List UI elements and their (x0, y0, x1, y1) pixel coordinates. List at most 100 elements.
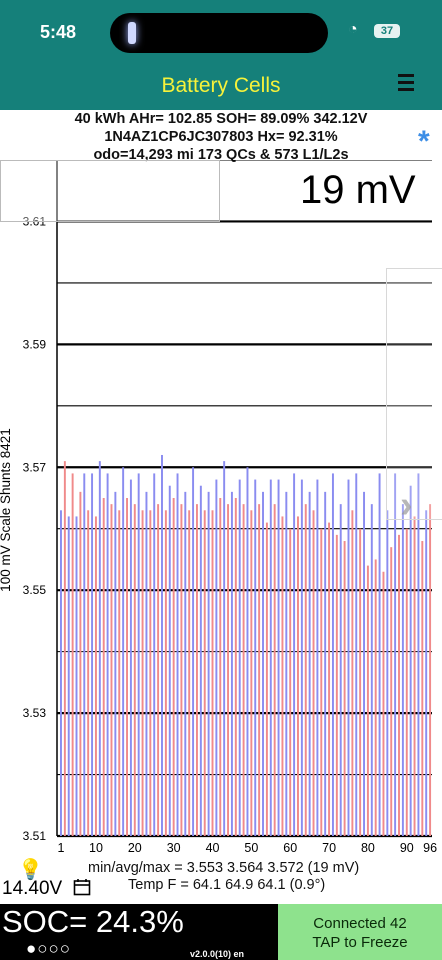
chevron-right-icon[interactable]: › (400, 484, 413, 526)
cell-bar (328, 522, 331, 836)
cell-bar (374, 559, 377, 836)
cell-bar (207, 491, 210, 836)
cell-bar (285, 491, 288, 836)
cell-bar (405, 528, 408, 836)
cell-bar (153, 473, 156, 836)
mv-spread-label: 19 mV (300, 168, 416, 212)
battery-info: 40 kWh AHr= 102.85 SOH= 89.09% 342.12V 1… (0, 110, 442, 164)
y-tick-label: 3.59 (23, 337, 47, 351)
cell-bar (363, 491, 366, 836)
cell-bar (223, 461, 226, 836)
cell-bar (254, 479, 257, 836)
cell-stats: min/avg/max = 3.553 3.564 3.572 (19 mV) … (88, 860, 359, 894)
cell-bar (339, 504, 342, 836)
page-dots[interactable]: ●○○○ (26, 939, 72, 958)
cell-bar (250, 510, 253, 836)
cell-bar (219, 498, 222, 836)
cell-bar (79, 491, 82, 836)
side-panel[interactable] (386, 268, 442, 520)
cell-bar (195, 504, 198, 836)
y-tick-label: 3.53 (23, 706, 47, 720)
cell-bar (308, 491, 311, 836)
cell-bar (60, 510, 62, 836)
x-tick-label: 40 (206, 841, 220, 855)
y-tick-label: 3.57 (23, 460, 47, 474)
x-tick-label: 80 (361, 841, 375, 855)
freeze-label: TAP to Freeze (312, 934, 408, 951)
cell-bar (262, 491, 264, 836)
soc-bar (0, 904, 278, 960)
cell-bar (230, 491, 233, 836)
info-line-3: odo=14,293 mi 173 QCs & 573 L1/L2s (93, 147, 349, 163)
cell-bar (94, 516, 97, 836)
info-line-1: 40 kWh AHr= 102.85 SOH= 89.09% 342.12V (74, 111, 368, 127)
cell-bar (114, 491, 117, 836)
cell-bar (87, 510, 90, 836)
x-tick-label: 30 (167, 841, 181, 855)
cell-bar (145, 491, 148, 836)
cell-bar (75, 516, 78, 836)
cell-bar (71, 473, 74, 836)
cell-bar (192, 467, 195, 836)
dynamic-island (110, 13, 328, 53)
cell-voltage-chart[interactable]: 3.613.593.573.553.533.511 10 20 30 40 50 60 70 8… (0, 160, 442, 860)
cell-bar (351, 510, 354, 836)
cell-bar (293, 473, 296, 836)
cell-bar (227, 504, 230, 836)
cell-bar (304, 504, 307, 836)
x-tick-label: 60 (283, 841, 297, 855)
cell-bar (398, 534, 400, 836)
cell-bar (320, 528, 323, 836)
cell-bar (413, 516, 416, 836)
cell-bar (394, 473, 397, 836)
x-tick-label: 50 (244, 841, 258, 855)
x-tick-label: 10 (89, 841, 103, 855)
wifi-icon: ◔ (348, 21, 358, 38)
cell-bar (67, 516, 70, 836)
cell-bar (184, 491, 187, 836)
version-label: v2.0.0(10) en (190, 949, 245, 959)
cell-bar (401, 504, 404, 836)
cell-bar (300, 479, 303, 836)
cell-bar (281, 516, 284, 836)
lightbulb-icon[interactable]: 💡 (18, 859, 43, 881)
cell-bar (133, 504, 136, 836)
cell-bar (421, 541, 424, 836)
cell-bar (149, 510, 152, 836)
cell-bar (215, 479, 218, 836)
zoom-overlay-box[interactable] (0, 160, 220, 222)
menu-icon[interactable] (398, 70, 418, 94)
cell-bar (370, 504, 373, 836)
cell-bar (211, 510, 214, 836)
y-tick-label: 3.55 (23, 583, 47, 597)
cell-bar (106, 473, 109, 836)
cell-bar (355, 473, 358, 836)
connect-freeze-button[interactable]: Connected 42 TAP to Freeze (278, 904, 442, 960)
cell-bar (110, 504, 113, 836)
cell-bar (409, 485, 412, 836)
cell-bar (188, 510, 191, 836)
cell-bar (366, 565, 369, 836)
cell-bar (203, 510, 206, 836)
cell-bar (102, 498, 105, 836)
cell-bar (359, 528, 362, 836)
temp-text: Temp F = 64.1 64.9 64.1 (0.9°) (128, 877, 326, 893)
bluetooth-star-icon[interactable]: * (418, 125, 430, 158)
info-line-2: 1N4AZ1CP6JC307803 Hx= 92.31% (104, 129, 338, 145)
nav-bar: Battery Cells (0, 66, 442, 110)
calendar-icon[interactable] (73, 878, 91, 896)
cell-bar (137, 473, 140, 836)
x-tick-label: 96 (423, 841, 437, 855)
cell-bar (297, 516, 299, 836)
cell-bar (347, 479, 350, 836)
cell-bar (324, 491, 327, 836)
x-tick-label: 70 (322, 841, 336, 855)
cell-bar (269, 479, 272, 836)
cell-bar (289, 528, 292, 836)
cell-bar (91, 473, 94, 836)
cell-bar (273, 504, 276, 836)
cell-bar (386, 510, 389, 836)
cell-bar (238, 479, 241, 836)
y-tick-label: 3.51 (23, 829, 47, 843)
cell-bar (331, 473, 334, 836)
